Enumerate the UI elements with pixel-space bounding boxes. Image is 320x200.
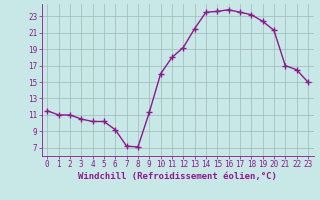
X-axis label: Windchill (Refroidissement éolien,°C): Windchill (Refroidissement éolien,°C) [78, 172, 277, 181]
